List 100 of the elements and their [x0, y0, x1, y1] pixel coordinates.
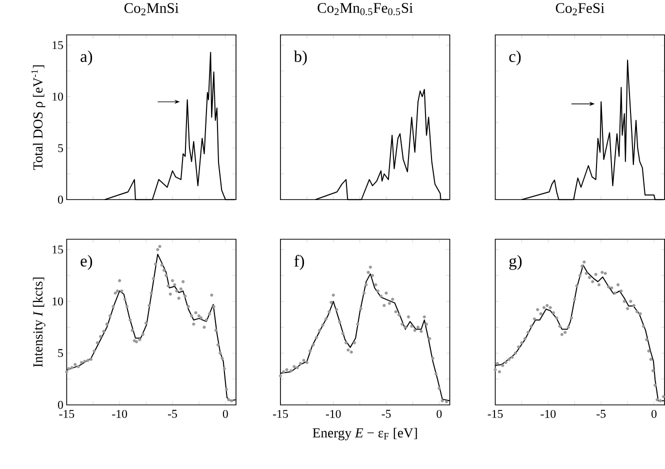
point — [591, 280, 594, 284]
point — [318, 328, 322, 332]
point — [413, 328, 416, 332]
point — [368, 265, 372, 269]
point — [338, 320, 342, 324]
point — [616, 283, 620, 286]
point — [552, 310, 556, 314]
point — [312, 343, 315, 346]
point — [282, 370, 286, 374]
x-axis-title: Energy E − ε$_{F}$ [eV] — [312, 428, 417, 440]
point — [501, 364, 504, 367]
point — [638, 312, 642, 316]
point — [649, 358, 652, 361]
point — [424, 322, 428, 326]
point — [374, 283, 378, 286]
chart-title: Co$_{2}$MnSi — [124, 3, 179, 16]
point — [546, 304, 549, 307]
point — [362, 291, 366, 294]
annotation: c) — [509, 50, 521, 66]
point — [548, 306, 552, 309]
point — [330, 300, 333, 304]
point — [597, 283, 601, 286]
y-tick-label: 10 — [52, 297, 64, 306]
y-tick-label: 5 — [58, 144, 63, 152]
point — [564, 330, 567, 334]
x-tick-label: 0 — [436, 410, 442, 418]
point — [520, 341, 524, 344]
point — [420, 330, 423, 333]
point — [620, 289, 623, 292]
point — [334, 308, 338, 312]
point — [578, 274, 582, 277]
point — [410, 324, 414, 328]
x-tick-label: -5 — [382, 410, 391, 418]
point — [606, 285, 610, 288]
point — [341, 332, 344, 335]
point — [406, 315, 410, 318]
point — [600, 270, 604, 274]
point — [289, 368, 293, 372]
y-axis-title: Intensity I [kcts] — [32, 277, 46, 367]
point — [332, 293, 335, 297]
point — [622, 300, 626, 303]
point — [626, 306, 630, 310]
point — [656, 398, 659, 402]
point — [359, 306, 362, 310]
point — [516, 345, 520, 348]
point — [394, 310, 398, 314]
point — [526, 330, 530, 334]
annotation: f) — [294, 254, 304, 270]
x-tick-label: -10 — [112, 410, 128, 418]
y-tick-label: 15 — [52, 41, 63, 49]
x-tick-label: 0 — [222, 410, 228, 418]
y-tick-label: 0 — [58, 400, 64, 409]
x-tick-label: -10 — [326, 410, 341, 418]
point — [305, 360, 308, 364]
x-tick-label: -15 — [488, 410, 503, 418]
point — [629, 300, 632, 303]
point — [346, 348, 350, 352]
point — [594, 272, 598, 276]
point — [651, 368, 655, 372]
point — [384, 291, 388, 294]
y-tick-label: 15 — [52, 245, 63, 254]
point — [445, 400, 448, 404]
point — [391, 298, 394, 301]
point — [573, 298, 576, 301]
point — [388, 302, 392, 305]
chart-title: Co$_{2}$Mn$_{0.5}$Fe$_{0.5}$Si — [318, 2, 413, 16]
y-tick-label: 5 — [58, 348, 63, 357]
x-tick-label: -15 — [272, 410, 288, 418]
point — [296, 366, 299, 369]
point — [422, 315, 426, 318]
point — [292, 364, 296, 368]
point — [647, 349, 650, 352]
point — [507, 358, 511, 361]
point — [632, 304, 636, 307]
point — [613, 291, 616, 294]
point — [438, 386, 441, 390]
point — [588, 276, 592, 279]
point — [575, 284, 578, 288]
x-tick-label: -15 — [59, 410, 74, 418]
point — [366, 270, 370, 274]
chart-title: Co$_{2}$FeSi — [556, 3, 604, 16]
point — [350, 350, 353, 354]
point — [344, 341, 348, 344]
point — [356, 322, 360, 326]
point — [352, 341, 356, 344]
point — [555, 316, 558, 320]
point — [328, 310, 331, 314]
point — [558, 324, 562, 328]
y-axis-title: Total DOS ρ [eV$^{-1}$] — [31, 65, 46, 170]
point — [494, 368, 497, 372]
point — [532, 317, 536, 320]
point — [580, 264, 584, 268]
point — [530, 324, 533, 328]
point — [431, 356, 434, 360]
point — [642, 324, 645, 328]
annotation: b) — [294, 50, 307, 66]
x-tick-label: -10 — [540, 410, 556, 418]
annotation: g) — [509, 254, 522, 270]
point — [376, 289, 380, 292]
point — [539, 312, 542, 316]
